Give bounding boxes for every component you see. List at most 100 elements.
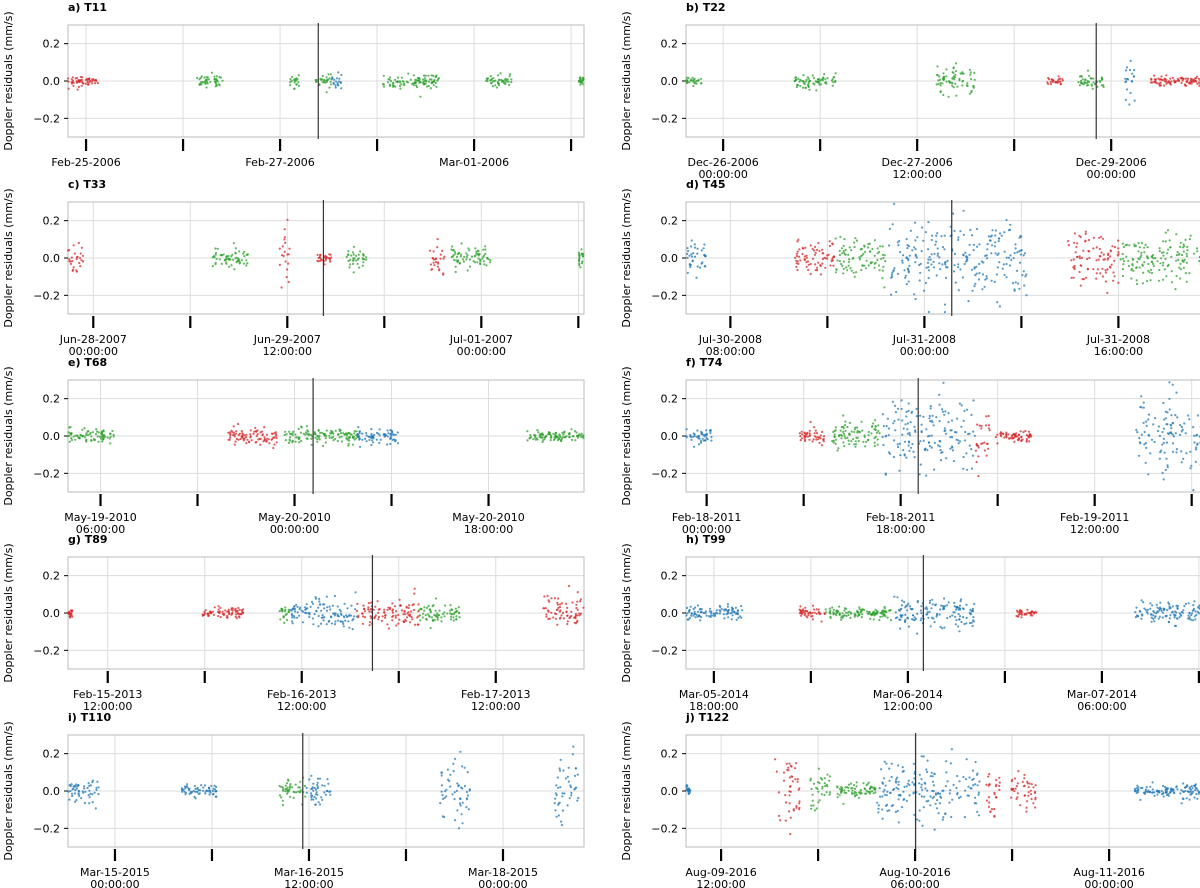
data-point: [361, 622, 364, 625]
data-point: [534, 434, 537, 437]
data-point: [361, 438, 364, 441]
data-point: [68, 798, 71, 801]
data-point: [1073, 264, 1076, 267]
data-point: [370, 443, 373, 447]
x-tick-label-time: 08:00:00: [706, 345, 755, 358]
data-point: [1011, 436, 1014, 439]
data-point: [1017, 434, 1020, 437]
data-point: [383, 611, 386, 614]
data-point: [775, 770, 778, 773]
y-tick-label: −0.2: [651, 112, 678, 125]
data-point: [237, 606, 240, 610]
data-point: [1100, 84, 1103, 87]
data-point: [304, 608, 307, 611]
data-point: [1186, 77, 1190, 80]
data-point: [841, 612, 844, 615]
data-point: [353, 438, 356, 441]
data-point: [896, 241, 899, 244]
data-point: [220, 262, 223, 265]
data-point: [568, 617, 571, 620]
data-point: [576, 591, 579, 594]
data-point: [977, 793, 980, 796]
data-point: [413, 592, 416, 595]
data-point: [941, 82, 944, 85]
data-point: [1189, 793, 1192, 796]
data-point: [859, 248, 862, 251]
data-point: [1165, 441, 1169, 444]
data-point: [432, 80, 435, 83]
data-point: [285, 787, 288, 791]
data-point: [454, 757, 457, 761]
data-point: [815, 612, 818, 615]
data-point: [1170, 80, 1173, 83]
data-point: [429, 608, 432, 611]
data-point: [964, 789, 967, 792]
data-point: [336, 439, 339, 443]
data-point: [1011, 282, 1015, 285]
data-point: [916, 632, 919, 635]
data-point: [291, 440, 294, 443]
data-point: [1026, 782, 1029, 785]
data-point: [560, 824, 564, 827]
data-point: [425, 618, 428, 621]
data-point: [824, 81, 827, 84]
data-point: [1168, 617, 1171, 620]
data-point: [369, 601, 373, 604]
y-axis-label: Doppler residuals (mm/s): [2, 11, 15, 150]
data-point: [1014, 787, 1017, 790]
data-point: [79, 265, 82, 268]
data-point: [957, 266, 960, 269]
data-point: [541, 440, 544, 444]
data-point: [386, 623, 389, 626]
data-point: [316, 440, 319, 443]
data-point: [1020, 616, 1023, 619]
data-point: [938, 420, 941, 423]
data-point: [560, 602, 564, 605]
data-point: [1192, 604, 1195, 607]
data-point: [323, 433, 326, 436]
data-point: [493, 80, 496, 83]
data-point: [310, 600, 314, 604]
data-point: [396, 76, 399, 79]
data-point: [298, 608, 301, 611]
data-point: [978, 243, 981, 246]
data-point: [498, 78, 501, 81]
data-point: [1178, 616, 1181, 619]
data-point: [576, 600, 579, 603]
x-tick-label-time: 12:00:00: [277, 700, 326, 713]
data-point: [252, 432, 255, 435]
y-tick-label: 0.0: [43, 430, 61, 443]
data-point: [1124, 98, 1127, 101]
data-point: [873, 266, 876, 269]
data-point: [967, 300, 970, 303]
data-point: [693, 243, 696, 246]
data-point: [1084, 232, 1087, 235]
data-point: [865, 259, 868, 262]
data-point: [233, 608, 236, 611]
data-point: [100, 435, 103, 438]
data-point: [412, 74, 415, 77]
data-point: [873, 614, 876, 617]
data-point: [962, 467, 965, 470]
data-point: [91, 431, 95, 434]
data-point: [852, 438, 855, 441]
data-point: [887, 427, 891, 430]
data-point: [75, 80, 78, 83]
data-point: [1078, 75, 1082, 78]
data-point: [377, 611, 380, 615]
data-point: [1135, 606, 1138, 609]
data-point: [804, 432, 807, 435]
data-point: [886, 809, 889, 813]
data-point: [1077, 80, 1080, 84]
data-point: [1195, 433, 1199, 437]
data-point: [1184, 602, 1187, 606]
data-point: [436, 618, 439, 621]
data-point: [935, 83, 938, 86]
data-point: [918, 279, 921, 282]
data-point: [920, 755, 923, 758]
data-point: [203, 81, 206, 84]
data-point: [237, 612, 240, 616]
x-tick-label: Feb-18-2011: [672, 511, 741, 524]
data-point: [844, 423, 847, 427]
